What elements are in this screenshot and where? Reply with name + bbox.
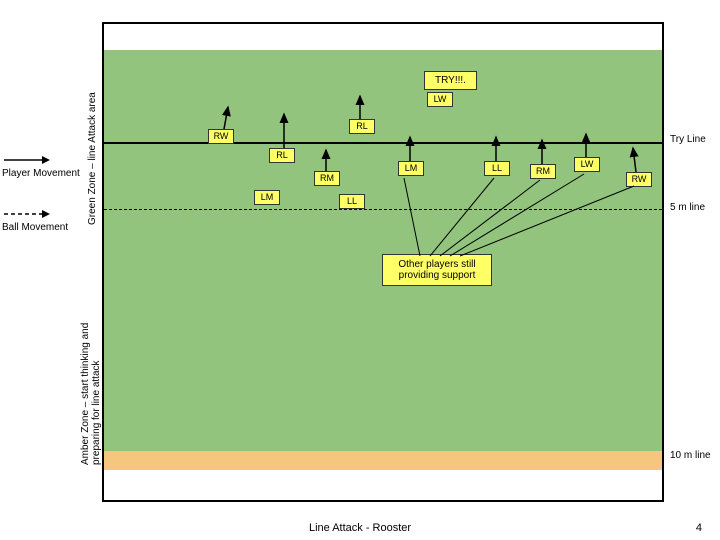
player-rl2: RL: [269, 148, 295, 163]
player-ll2: LL: [339, 194, 365, 209]
try-box: TRY!!!.: [424, 71, 477, 90]
field: TRY!!!. LW RW RL RL RM LM LL RM LW RW LM…: [102, 22, 664, 502]
player-lm2: LM: [254, 190, 280, 205]
try-line-label: Try Line: [670, 134, 706, 145]
five-m-line: [104, 209, 662, 210]
legend-player-movement: Player Movement: [2, 155, 80, 179]
legend: Player Movement Ball Movement: [2, 155, 80, 263]
legend-ball-movement: Ball Movement: [2, 209, 80, 233]
diagram-canvas: Player Movement Ball Movement Green Zone…: [0, 0, 720, 540]
player-rl1: RL: [349, 119, 375, 134]
legend-player-label: Player Movement: [2, 168, 80, 179]
player-rm1: RM: [314, 171, 340, 186]
five-m-label: 5 m line: [670, 202, 705, 213]
player-rw1: RW: [208, 129, 234, 144]
page-number: 4: [696, 522, 702, 534]
player-ll1: LL: [484, 161, 510, 176]
footer-title: Line Attack - Rooster: [309, 522, 411, 534]
ten-m-label: 10 m line: [670, 450, 711, 461]
amber-zone: [104, 451, 662, 470]
support-box: Other players still providing support: [382, 254, 492, 286]
player-rw2: RW: [626, 172, 652, 187]
player-lw2: LW: [574, 157, 600, 172]
legend-ball-label: Ball Movement: [2, 222, 80, 233]
player-lm1: LM: [398, 161, 424, 176]
green-zone-label: Green Zone – line Attack area: [87, 75, 98, 225]
player-lw: LW: [427, 92, 453, 107]
amber-zone-label: Amber Zone – start thinking and preparin…: [80, 290, 102, 465]
player-rm2: RM: [530, 164, 556, 179]
green-zone: [104, 50, 662, 455]
try-line: [104, 142, 662, 144]
